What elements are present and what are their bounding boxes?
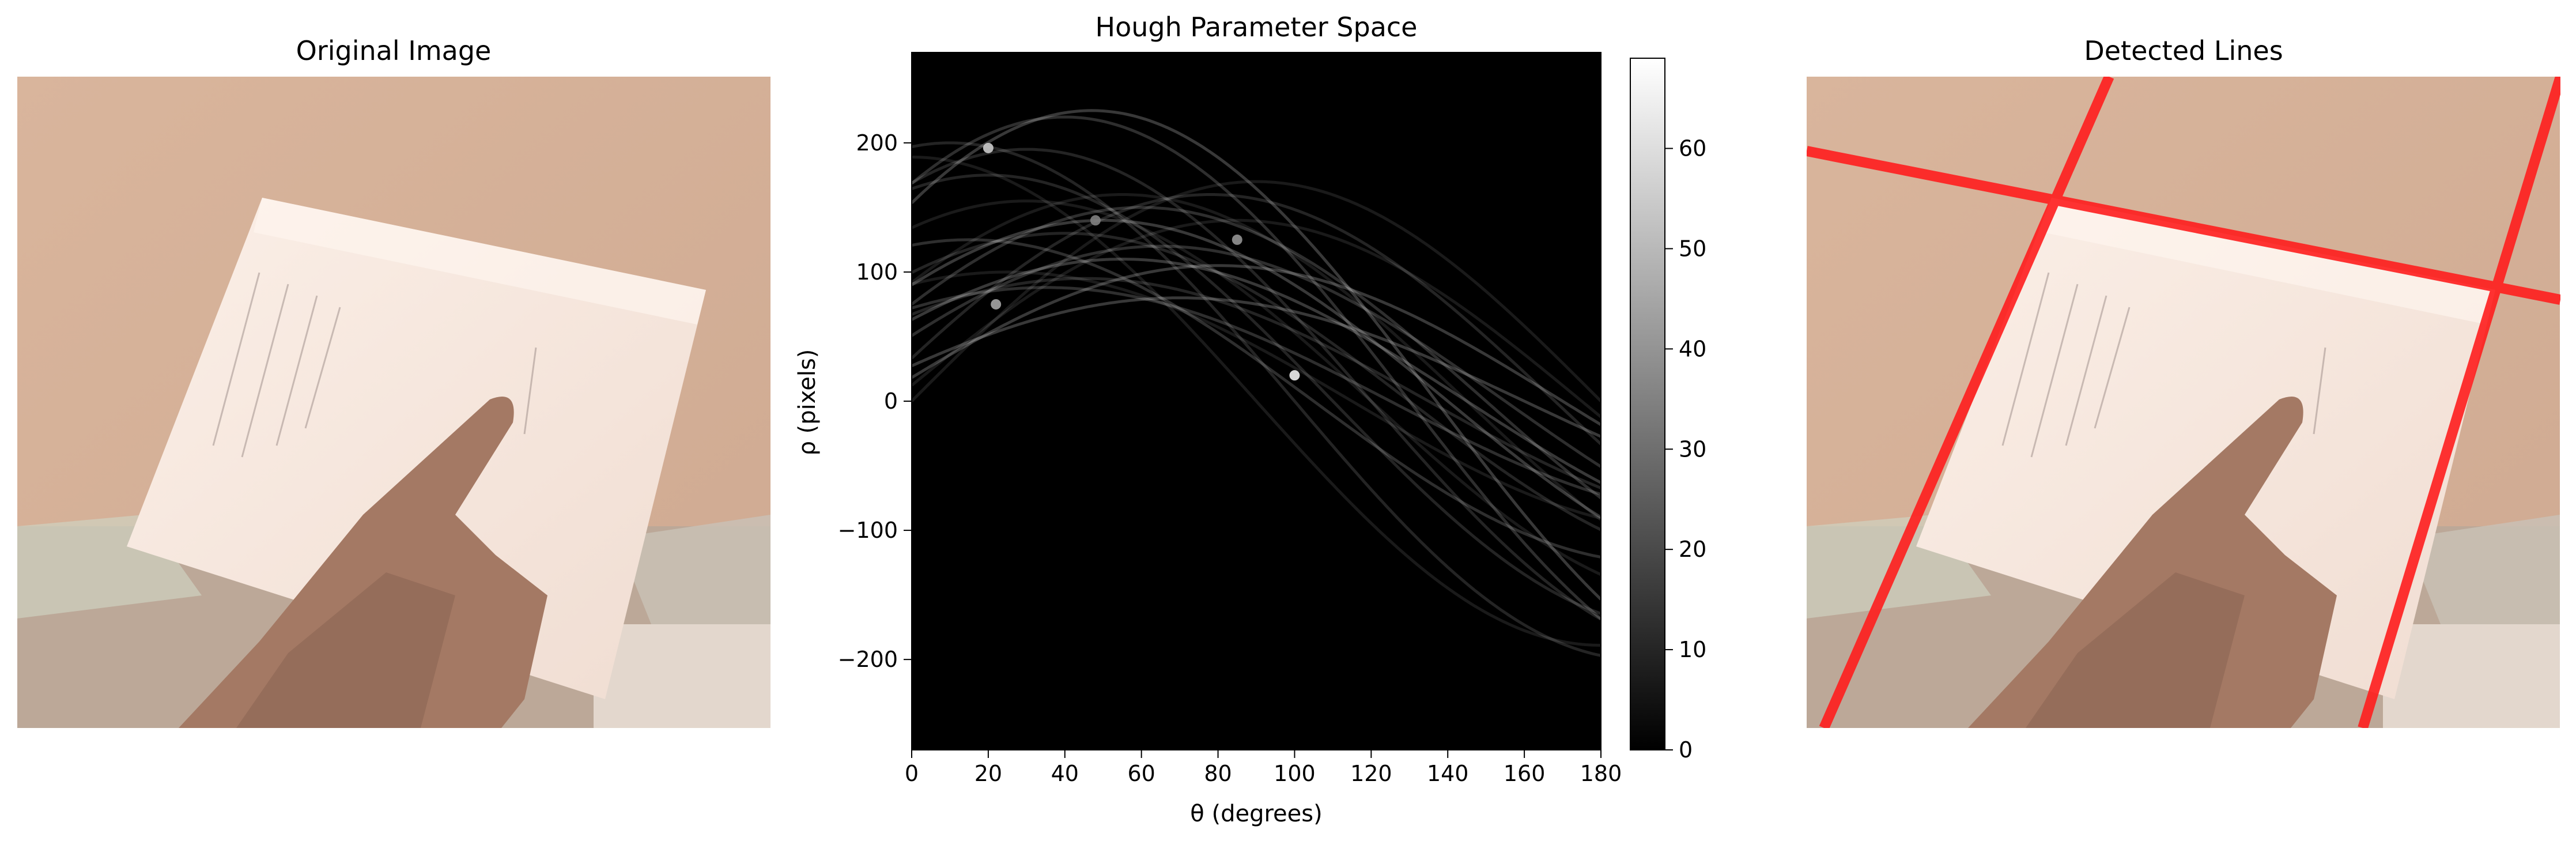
- detected-line-1: [1807, 146, 2560, 305]
- hough-curve: [912, 156, 1601, 647]
- hough-curve: [912, 115, 1601, 620]
- x-tick-label: 80: [1204, 761, 1232, 786]
- colorbar-tick-label: 10: [1679, 637, 1706, 662]
- x-tick-label: 140: [1427, 761, 1469, 786]
- hough-curve: [912, 232, 1601, 531]
- original-title: Original Image: [296, 35, 492, 66]
- hough-curve: [912, 286, 1601, 496]
- hough-curve: [912, 148, 1601, 621]
- detected-title: Detected Lines: [2084, 35, 2283, 66]
- x-tick-label: 180: [1580, 761, 1622, 786]
- detected-line-2: [1819, 77, 2114, 728]
- hough-curve: [912, 173, 1601, 615]
- hough-ylabel: ρ (pixels): [794, 349, 821, 456]
- detected-line-3: [2358, 77, 2560, 728]
- hough-peak: [983, 142, 994, 153]
- hough-curve: [912, 296, 1601, 438]
- x-tick-label: 20: [975, 761, 1002, 786]
- x-tick-label: 100: [1274, 761, 1316, 786]
- hough-curve: [912, 141, 1601, 657]
- hough-peak: [1090, 215, 1101, 226]
- x-tick-label: 120: [1350, 761, 1392, 786]
- hough-x-axis: 0 20 40 60 80 100 120 140 160 180: [905, 750, 1622, 786]
- colorbar-tick-label: 50: [1679, 236, 1706, 261]
- hough-title: Hough Parameter Space: [1096, 12, 1418, 43]
- hough-xlabel: θ (degrees): [1190, 801, 1322, 827]
- y-tick-label: 100: [856, 259, 898, 285]
- hough-y-axis: 200 100 0 −100 −200: [838, 130, 912, 672]
- y-tick-label: −100: [838, 518, 898, 543]
- hough-peak: [1232, 234, 1242, 245]
- hough-curve: [912, 206, 1601, 500]
- hough-curve: [912, 218, 1601, 519]
- hough-peak: [991, 299, 1002, 310]
- detected-photo: [1807, 77, 2560, 728]
- hough-curve: [912, 218, 1601, 418]
- hough-peak: [1289, 370, 1300, 381]
- colorbar-tick-label: 20: [1679, 537, 1706, 562]
- colorbar-tick-label: 0: [1679, 737, 1693, 763]
- detected-line-overlay: [1807, 77, 2560, 728]
- colorbar-tick-label: 30: [1679, 436, 1706, 462]
- hough-plot-area: [912, 52, 1601, 750]
- colorbar-tick-label: 60: [1679, 136, 1706, 161]
- colorbar-ticks: 0 10 20 30 40 50 60: [1665, 136, 1706, 763]
- hough-curve: [912, 238, 1601, 559]
- y-tick-label: 200: [856, 130, 898, 156]
- hough-curve: [912, 277, 1601, 489]
- x-tick-label: 60: [1127, 761, 1155, 786]
- y-tick-label: −200: [838, 647, 898, 672]
- hough-curve: [912, 199, 1601, 576]
- colorbar: [1630, 58, 1665, 750]
- hough-curve: [912, 180, 1601, 402]
- x-tick-label: 0: [905, 761, 919, 786]
- hough-curves: [912, 109, 1601, 657]
- hough-curve: [912, 244, 1601, 468]
- y-tick-label: 0: [884, 388, 898, 414]
- x-tick-label: 160: [1504, 761, 1546, 786]
- hough-curve: [912, 264, 1601, 427]
- hough-peaks: [983, 142, 1300, 381]
- colorbar-tick-label: 40: [1679, 336, 1706, 361]
- hough-curve: [912, 109, 1601, 601]
- hough-curve: [912, 193, 1601, 446]
- x-tick-label: 40: [1051, 761, 1079, 786]
- hough-curve: [912, 257, 1601, 484]
- hough-curve: [912, 270, 1601, 520]
- original-photo: [17, 77, 770, 728]
- hough-curve: [912, 193, 1601, 521]
